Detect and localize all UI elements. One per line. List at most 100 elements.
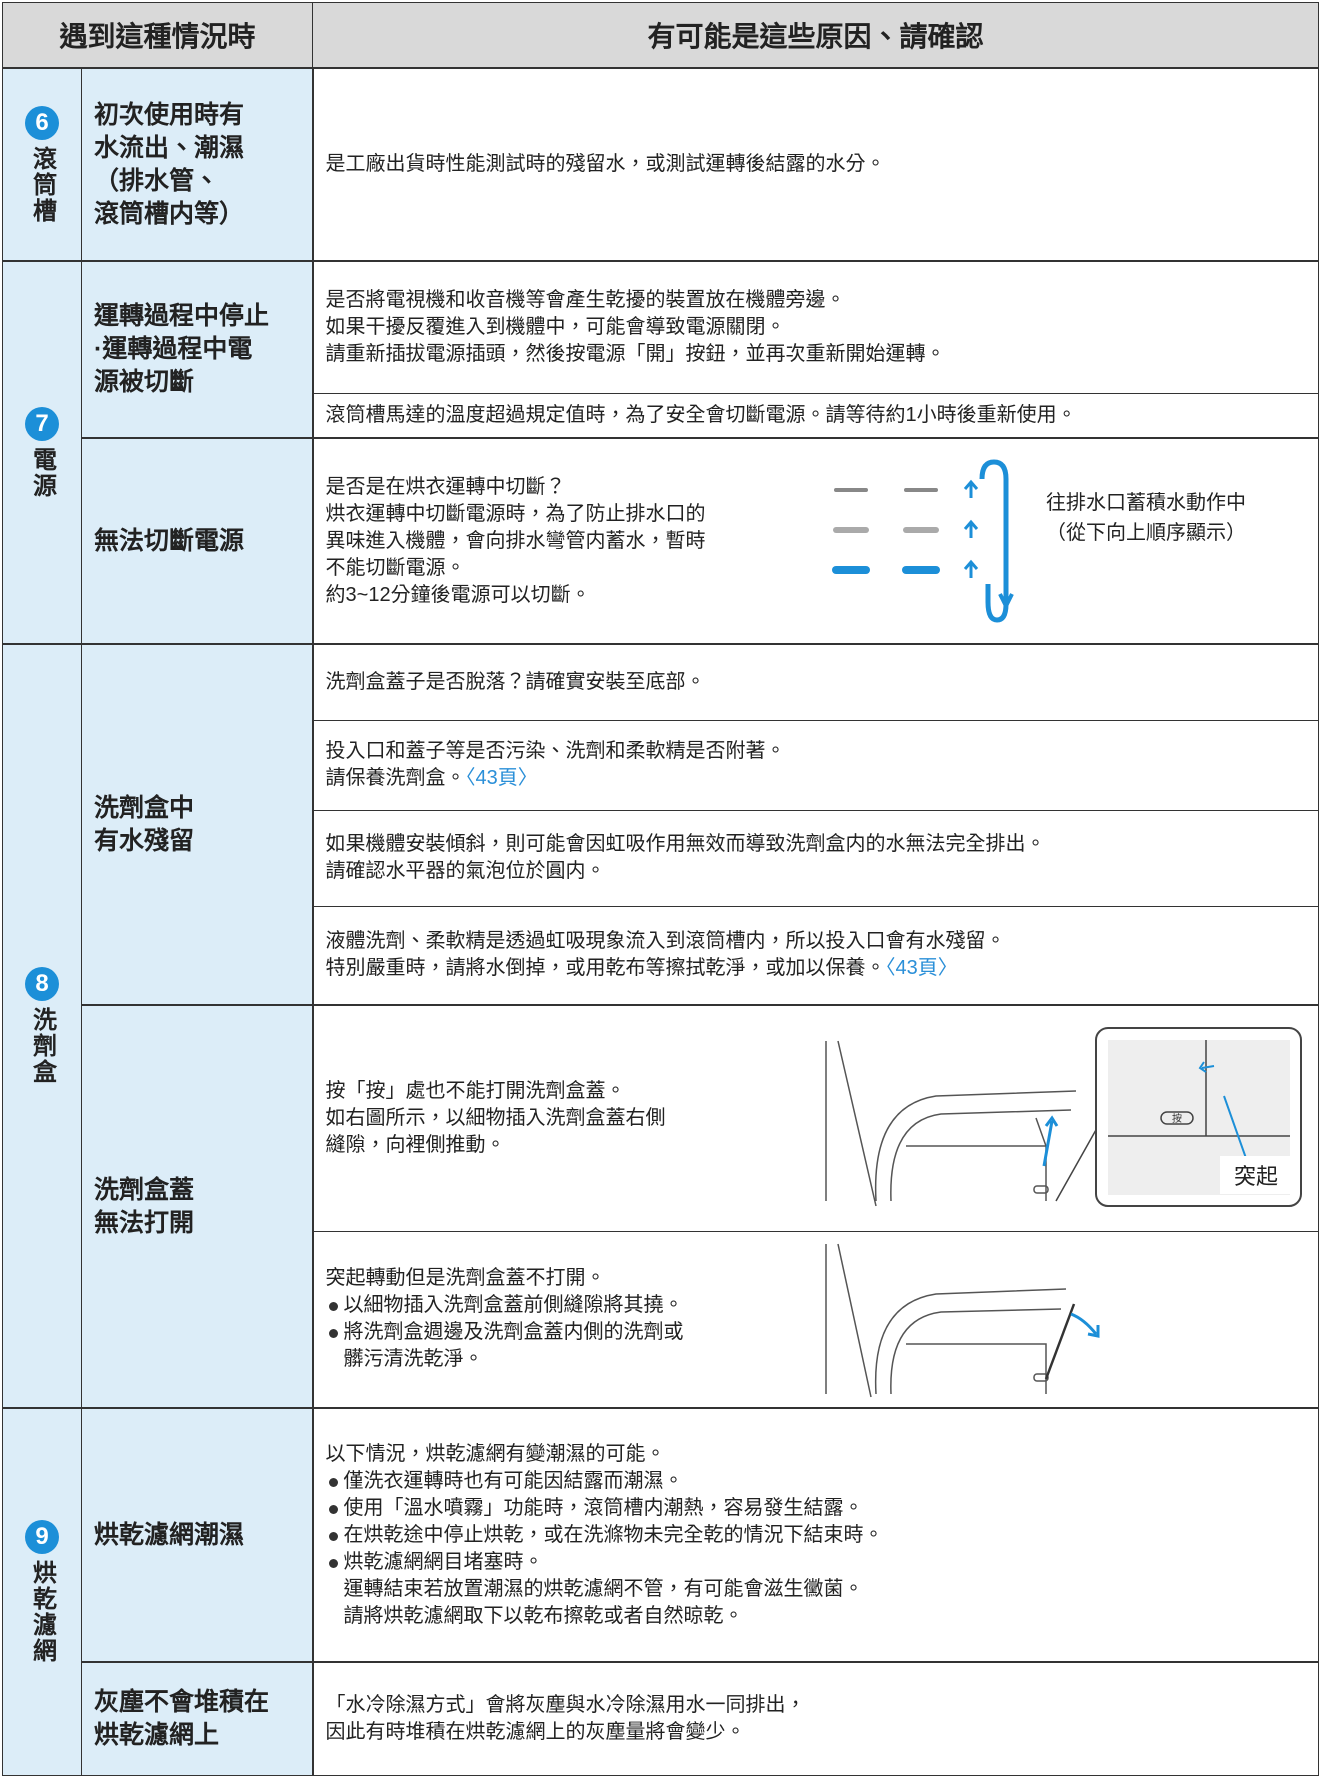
cause-text-span: 使用「溫水噴霧」功能時，滾筒槽内潮熱，容易發生結露。: [343, 1496, 864, 1519]
section-label: 烘乾濾網: [28, 1559, 56, 1664]
cause-line: 異味進入機體，會向排水彎管内蓄水，暫時: [325, 529, 706, 552]
cause-content: 是否將電視機和收音機等會產生乾擾的裝置放在機體旁邊。 如果干擾反覆進入到機體中，可…: [326, 287, 1307, 368]
cause-text: 「水冷除濕方式」會將灰塵與水冷除濕用水一同排出， 因此有時堆積在烘乾濾網上的灰塵量…: [326, 1692, 806, 1746]
problem-line: 初次使用時有: [94, 100, 245, 129]
problem-cell: 灰塵不會堆積在 烘乾濾網上: [80, 1661, 314, 1776]
cause-line: 是否是在烘衣運轉中切斷？: [325, 475, 566, 498]
cause-line: 是工廠出貨時性能測試時的殘留水，或測試運轉後結露的水分。: [325, 153, 886, 175]
cause-line: 請保養洗劑盒。〈43頁〉: [326, 765, 786, 792]
cause-text-span: 僅洗衣運轉時也有可能因結露而潮濕。: [343, 1469, 684, 1492]
table-row: 無法切斷電源 是否是在烘衣運轉中切斷？ 烘衣運轉中切斷電源時，為了防止排水口的 異味進…: [3, 437, 1320, 645]
cause-line: 以下情況，烘乾濾網有變潮濕的可能。: [325, 1442, 666, 1465]
table-row: 突起轉動但是洗劑盒蓋不打開。 以細物插入洗劑盒蓋前側縫隙將其撓。 將洗劑盒週邊及洗劑…: [3, 1230, 1320, 1409]
cause-line: 烘乾濾網網目堵塞時。: [326, 1549, 884, 1576]
problem-line: 無法切斷電源: [94, 526, 245, 555]
figure: 往排水口蓄積水動作中 （從下向上順序顯示）: [831, 458, 1246, 623]
problem-line: 源被切斷: [94, 368, 195, 396]
cause-line: 如果干擾反覆進入到機體中，可能會導致電源關閉。: [325, 315, 786, 338]
cause-text: 洗劑盒蓋子是否脫落？請確實安裝至底部。: [326, 669, 706, 696]
problem-line: 滾筒槽内等）: [94, 199, 245, 228]
graphic: [1054, 1120, 1102, 1202]
cause-cell: 是否是在烘衣運轉中切斷？ 烘衣運轉中切斷電源時，為了防止排水口的 異味進入機體，會向…: [311, 437, 1320, 645]
graphic: [824, 1244, 872, 1398]
problem-line: 無法打開: [94, 1208, 195, 1237]
cause-line: 髒污清洗乾淨。: [326, 1346, 816, 1373]
cause-line: 特別嚴重時，請將水倒掉，或用乾布等擦拭乾淨，或加以保養。〈43頁〉: [326, 955, 1006, 982]
cause-line: 因此有時堆積在烘乾濾網上的灰塵量將會變少。: [325, 1720, 746, 1743]
cause-line: 液體洗劑、柔軟精是透過虹吸現象流入到滾筒槽内，所以投入口會有水殘留。: [325, 930, 1006, 953]
table-row: 灰塵不會堆積在 烘乾濾網上 「水冷除濕方式」會將灰塵與水冷除濕用水一同排出， 因此有時…: [3, 1661, 1320, 1776]
graphic: [889, 1308, 1061, 1395]
graphic: [824, 1244, 1066, 1398]
graphic: [1034, 1117, 1047, 1147]
cause-line: 不能切斷電源。: [325, 556, 466, 579]
figure-label: （從下向上順序顯示）: [1046, 521, 1246, 544]
section-number: 7: [25, 406, 59, 441]
cause-content: 投入口和蓋子等是否污染、洗劑和柔軟精是否附著。請保養洗劑盒。〈43頁〉: [326, 738, 1307, 792]
page-reference: 〈43頁〉: [885, 957, 958, 980]
cause-cell: 洗劑盒蓋子是否脫落？請確實安裝至底部。: [311, 643, 1320, 721]
cause-line: 請將烘乾濾網取下以乾布擦乾或者自然晾乾。: [326, 1603, 884, 1630]
section-label: 電源: [28, 446, 56, 499]
problem-line: 灰塵不會堆積在: [94, 1687, 270, 1716]
cause-text-span: 髒污清洗乾淨。: [343, 1348, 484, 1371]
cause-line: 如右圖所示，以細物插入洗劑盒蓋右側: [325, 1106, 666, 1129]
cause-cell: 是否將電視機和收音機等會產生乾擾的裝置放在機體旁邊。 如果干擾反覆進入到機體中，可…: [311, 260, 1320, 394]
section-number: 8: [25, 967, 59, 1001]
page-reference: 〈43頁〉: [465, 767, 538, 789]
problem-line: 洗劑盒中: [94, 793, 195, 822]
problem-cell: 初次使用時有 水流出、潮濕 （排水管、 滾筒槽内等）: [80, 67, 314, 262]
graphic: [1044, 1303, 1075, 1380]
cause-cell: 液體洗劑、柔軟精是透過虹吸現象流入到滾筒槽内，所以投入口會有水殘留。 特別嚴重時，…: [311, 905, 1320, 1006]
graphic: [963, 519, 978, 538]
problem-line: 烘乾濾網上: [94, 1720, 220, 1749]
cause-content: 「水冷除濕方式」會將灰塵與水冷除濕用水一同排出， 因此有時堆積在烘乾濾網上的灰塵量…: [326, 1692, 1307, 1746]
header-cause: 有可能是這些原因、請確認: [312, 2, 1320, 69]
cause-line: 烘衣運轉中切斷電源時，為了防止排水口的: [325, 502, 706, 525]
graphic: [1032, 1185, 1049, 1194]
graphic: [1069, 1312, 1100, 1339]
cause-cell: 如果機體安裝傾斜，則可能會因虹吸作用無效而導致洗劑盒内的水無法完全排出。 請確認水…: [311, 809, 1320, 907]
problem-line: 洗劑盒蓋: [94, 1175, 195, 1204]
cause-content: 滾筒槽馬達的溫度超過規定值時，為了安全會切斷電源。請等待約1小時後重新使用。: [326, 402, 1307, 429]
table-row: 6 滾筒槽 初次使用時有 水流出、潮濕 （排水管、 滾筒槽内等） 是工廠出貨時性能測試時的殘…: [2, 67, 1320, 262]
section-label: 滾筒槽: [28, 145, 56, 224]
graphic: [979, 458, 1009, 623]
cause-text: 是工廠出貨時性能測試時的殘留水，或測試運轉後結露的水分。: [326, 151, 886, 178]
cause-line: 在烘乾途中停止烘乾，或在洗滌物未完全乾的情況下結束時。: [326, 1522, 884, 1549]
cause-text: 是否是在烘衣運轉中切斷？ 烘衣運轉中切斷電源時，為了防止排水口的 異味進入機體，會向…: [326, 474, 816, 609]
cause-line: 按「按」處也不能打開洗劑盒蓋。: [325, 1079, 626, 1102]
cause-line: 請確認水平器的氣泡位於圓内。: [325, 860, 606, 882]
problem-line: 運轉過程中停止: [94, 302, 270, 330]
table-row: 洗劑盒蓋無法打開 按「按」處也不能打開洗劑盒蓋。如右圖所示，以細物插入洗劑盒蓋右側…: [3, 1004, 1320, 1409]
graphic: [874, 1090, 1076, 1201]
section-label: 洗劑盒: [28, 1007, 56, 1085]
cause-text-span: 請將烘乾濾網取下以乾布擦乾或者自然晾乾。: [343, 1604, 744, 1627]
cause-cell: 滾筒槽馬達的溫度超過規定值時，為了安全會切斷電源。請等待約1小時後重新使用。: [311, 392, 1320, 439]
section-number: 6: [25, 105, 59, 140]
table-row: 投入口和蓋子等是否污染、洗劑和柔軟精是否附著。請保養洗劑盒。〈43頁〉: [3, 719, 1320, 811]
cause-text-span: 運轉結束若放置潮濕的烘乾濾網不管，有可能會滋生黴菌。: [343, 1577, 864, 1600]
table-row: 液體洗劑、柔軟精是透過虹吸現象流入到滾筒槽内，所以投入口會有水殘留。 特別嚴重時，…: [3, 905, 1320, 1006]
table-row: 滾筒槽馬達的溫度超過規定值時，為了安全會切斷電源。請等待約1小時後重新使用。: [3, 392, 1320, 439]
cause-line: 「水冷除濕方式」會將灰塵與水冷除濕用水一同排出，: [325, 1693, 806, 1716]
graphic: [905, 1343, 1047, 1395]
cause-line: 突起轉動但是洗劑盒蓋不打開。: [325, 1267, 606, 1290]
cause-text: 是否將電視機和收音機等會產生乾擾的裝置放在機體旁邊。 如果干擾反覆進入到機體中，可…: [326, 287, 946, 368]
graphic: [963, 479, 978, 498]
problem-line: ·運轉過程中電: [94, 335, 253, 363]
section-cell: 8 洗劑盒: [2, 643, 82, 1409]
table-row: 7 電源 運轉過程中停止 ·運轉過程中電 源被切斷 是否將電視機和收音機等會產生乾擾的裝置…: [2, 260, 1320, 645]
figure: [824, 1244, 1100, 1398]
cause-line: 投入口和蓋子等是否污染、洗劑和柔軟精是否附著。: [325, 740, 786, 762]
table-row: 9 烘乾濾網 烘乾濾網潮濕 以下情況，烘乾濾網有變潮濕的可能。 僅洗衣運轉時也有可能因結…: [2, 1407, 1320, 1776]
problem-cell: 洗劑盒中 有水殘留: [80, 643, 314, 1006]
problem-line: 水流出、潮濕: [94, 133, 245, 162]
cause-cell: 突起轉動但是洗劑盒蓋不打開。 以細物插入洗劑盒蓋前側縫隙將其撓。 將洗劑盒週邊及洗劑…: [311, 1230, 1320, 1409]
cause-content: 如果機體安裝傾斜，則可能會因虹吸作用無效而導致洗劑盒内的水無法完全排出。 請確認水…: [326, 831, 1307, 885]
cause-cell: 按「按」處也不能打開洗劑盒蓋。 如右圖所示，以細物插入洗劑盒蓋右側 縫隙，向裡側推動…: [311, 1004, 1320, 1232]
cause-text: 投入口和蓋子等是否污染、洗劑和柔軟精是否附著。請保養洗劑盒。〈43頁〉: [326, 738, 786, 792]
cause-cell: 是工廠出貨時性能測試時的殘留水，或測試運轉後結露的水分。: [311, 67, 1320, 262]
header-row: 遇到這種情況時 有可能是這些原因、請確認: [1, 2, 1320, 69]
